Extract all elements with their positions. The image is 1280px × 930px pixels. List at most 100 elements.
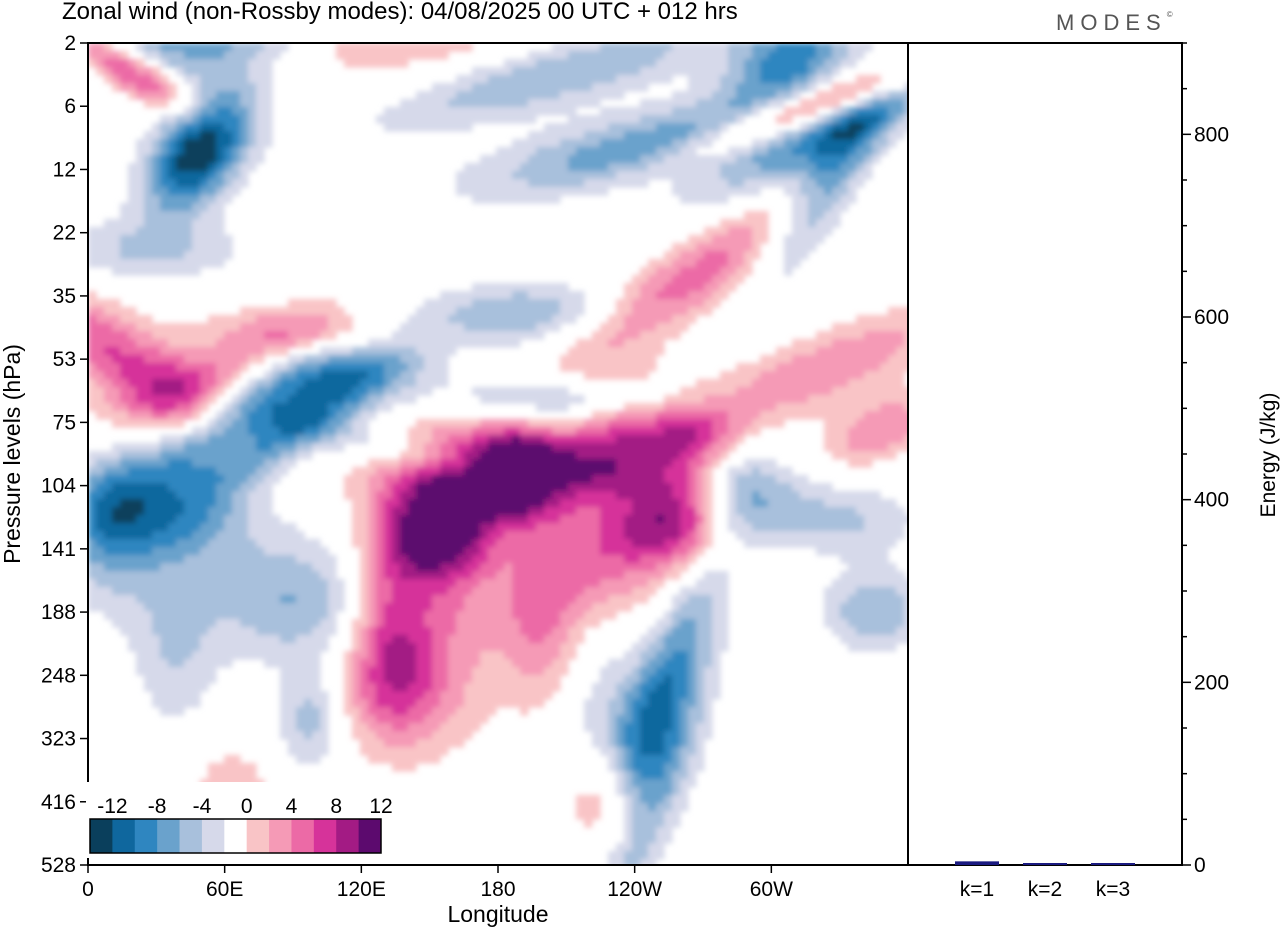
field-cell bbox=[128, 491, 137, 500]
field-cell bbox=[480, 635, 489, 644]
field-cell bbox=[712, 243, 721, 252]
field-cell bbox=[712, 227, 721, 236]
field-cell bbox=[304, 331, 313, 340]
field-cell bbox=[96, 507, 105, 516]
field-cell bbox=[904, 363, 908, 372]
field-cell bbox=[608, 531, 617, 540]
field-cell bbox=[200, 131, 209, 140]
field-cell bbox=[496, 155, 505, 164]
field-cell bbox=[720, 419, 729, 428]
field-cell bbox=[720, 427, 729, 436]
field-cell bbox=[352, 635, 361, 644]
field-cell bbox=[352, 491, 361, 500]
field-cell bbox=[520, 635, 529, 644]
field-cell bbox=[176, 579, 185, 588]
field-cell bbox=[464, 163, 473, 172]
field-cell bbox=[840, 115, 849, 124]
field-cell bbox=[808, 43, 817, 52]
field-cell bbox=[752, 139, 761, 148]
field-cell bbox=[672, 163, 681, 172]
field-cell bbox=[552, 139, 561, 148]
field-cell bbox=[200, 443, 209, 452]
field-cell bbox=[176, 67, 185, 76]
field-cell bbox=[848, 371, 857, 380]
field-cell bbox=[184, 267, 193, 276]
field-cell bbox=[464, 547, 473, 556]
field-cell bbox=[632, 307, 641, 316]
field-cell bbox=[184, 131, 193, 140]
field-cell bbox=[184, 627, 193, 636]
field-cell bbox=[136, 571, 145, 580]
field-cell bbox=[856, 363, 865, 372]
field-cell bbox=[488, 283, 497, 292]
field-cell bbox=[88, 579, 97, 588]
field-cell bbox=[512, 539, 521, 548]
field-cell bbox=[400, 499, 409, 508]
field-cell bbox=[720, 587, 729, 596]
field-cell bbox=[328, 363, 337, 372]
field-cell bbox=[144, 195, 153, 204]
field-cell bbox=[840, 195, 849, 204]
field-cell bbox=[264, 403, 273, 412]
field-cell bbox=[184, 243, 193, 252]
field-cell bbox=[336, 411, 345, 420]
field-cell bbox=[184, 611, 193, 620]
field-cell bbox=[144, 499, 153, 508]
field-cell bbox=[808, 243, 817, 252]
field-cell bbox=[632, 123, 641, 132]
field-cell bbox=[856, 131, 865, 140]
field-cell bbox=[304, 443, 313, 452]
field-cell bbox=[624, 603, 633, 612]
field-cell bbox=[704, 59, 713, 68]
field-cell bbox=[224, 467, 233, 476]
field-cell bbox=[840, 403, 849, 412]
field-cell bbox=[136, 195, 145, 204]
field-cell bbox=[704, 43, 713, 52]
field-cell bbox=[200, 227, 209, 236]
field-cell bbox=[240, 339, 249, 348]
field-cell bbox=[256, 507, 265, 516]
field-cell bbox=[184, 603, 193, 612]
field-cell bbox=[776, 371, 785, 380]
field-cell bbox=[744, 179, 753, 188]
field-cell bbox=[856, 75, 865, 84]
field-cell bbox=[144, 179, 153, 188]
field-cell bbox=[736, 275, 745, 284]
field-cell bbox=[784, 379, 793, 388]
field-cell bbox=[568, 507, 577, 516]
field-cell bbox=[528, 419, 537, 428]
field-cell bbox=[152, 451, 161, 460]
field-cell bbox=[728, 83, 737, 92]
field-cell bbox=[896, 507, 905, 516]
field-cell bbox=[312, 307, 321, 316]
field-cell bbox=[696, 515, 705, 524]
field-cell bbox=[360, 627, 369, 636]
field-cell bbox=[656, 163, 665, 172]
field-cell bbox=[736, 467, 745, 476]
field-cell bbox=[192, 475, 201, 484]
field-cell bbox=[376, 467, 385, 476]
field-cell bbox=[640, 107, 649, 116]
field-cell bbox=[248, 571, 257, 580]
field-cell bbox=[128, 179, 137, 188]
field-cell bbox=[872, 323, 881, 332]
field-cell bbox=[648, 515, 657, 524]
field-cell bbox=[480, 107, 489, 116]
field-cell bbox=[344, 355, 353, 364]
field-cell bbox=[600, 115, 609, 124]
field-cell bbox=[872, 147, 881, 156]
field-cell bbox=[640, 507, 649, 516]
field-cell bbox=[160, 195, 169, 204]
field-cell bbox=[832, 195, 841, 204]
field-cell bbox=[880, 619, 889, 628]
field-cell bbox=[136, 635, 145, 644]
field-cell bbox=[328, 563, 337, 572]
field-cell bbox=[448, 443, 457, 452]
field-cell bbox=[592, 491, 601, 500]
field-cell bbox=[688, 99, 697, 108]
field-cell bbox=[816, 539, 825, 548]
field-cell bbox=[752, 379, 761, 388]
field-cell bbox=[144, 163, 153, 172]
field-cell bbox=[96, 43, 105, 52]
field-cell bbox=[680, 427, 689, 436]
